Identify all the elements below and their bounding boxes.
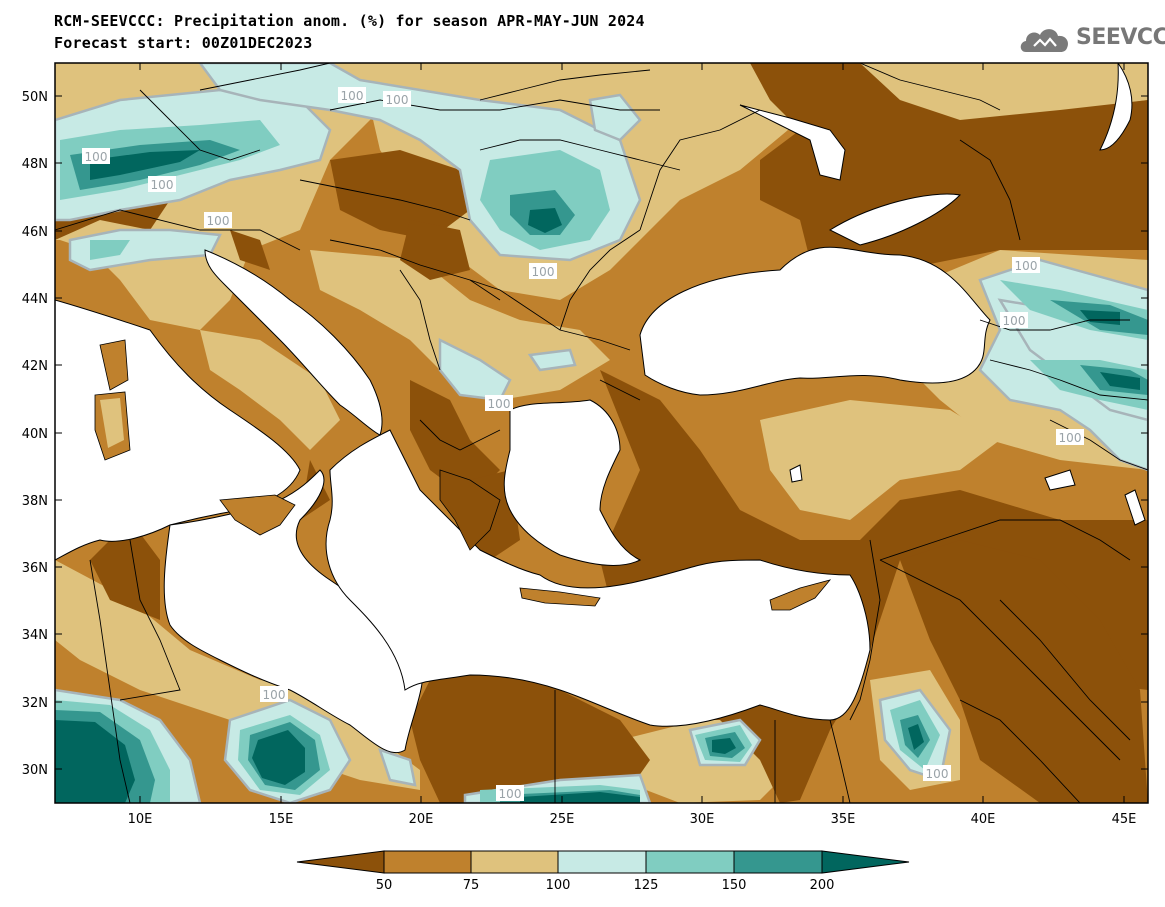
lat-label: 30N [22,763,48,778]
colorbar-label: 100 [546,878,571,893]
contour-label: 100 [383,91,411,107]
colorbar-label: 125 [634,878,659,893]
map-field [55,63,1148,803]
map-title: RCM-SEEVCCC: Precipitation anom. (%) for… [54,12,645,30]
svg-text:100: 100 [488,397,511,411]
contour-label: 100 [1000,312,1028,328]
lon-label: 45E [1112,812,1137,827]
lon-label: 40E [971,812,996,827]
anomaly-above-200 [55,150,1140,803]
lat-label: 44N [22,292,48,307]
svg-text:100: 100 [1059,431,1082,445]
lat-label: 32N [22,696,48,711]
lat-label: 36N [22,561,48,576]
lon-label: 35E [831,812,856,827]
svg-text:100: 100 [926,767,949,781]
contour-label: 100 [485,395,513,411]
colorbar-segment [557,850,647,874]
svg-text:100: 100 [263,688,286,702]
longitude-axis: 10E 15E 20E 25E 30E 35E 40E 45E [128,63,1137,827]
colorbar-label: 50 [376,878,393,893]
svg-text:100: 100 [341,89,364,103]
lat-label: 40N [22,427,48,442]
lon-label: 30E [690,812,715,827]
colorbar: 50 75 100 125 150 200 [296,850,910,893]
svg-text:100: 100 [499,787,522,801]
colorbar-segment [470,850,559,874]
svg-text:100: 100 [1003,314,1026,328]
cloud-logo-icon [1020,29,1068,52]
lon-label: 15E [269,812,294,827]
contour-label: 100 [529,263,557,279]
contour-label: 100 [82,148,110,164]
colorbar-arrow-right [821,850,910,874]
lat-label: 42N [22,359,48,374]
colorbar-segment [645,850,735,874]
lon-label: 25E [550,812,575,827]
svg-text:100: 100 [386,93,409,107]
colorbar-segment [383,850,472,874]
lat-label: 50N [22,90,48,105]
contour-label: 100 [204,212,232,228]
contour-label: 100 [1056,429,1084,445]
lat-label: 38N [22,494,48,509]
lon-label: 10E [128,812,153,827]
contour-label: 100 [338,87,366,103]
svg-text:100: 100 [532,265,555,279]
lat-label: 34N [22,628,48,643]
svg-text:100: 100 [1015,259,1038,273]
svg-text:100: 100 [85,150,108,164]
contour-label: 100 [496,785,524,801]
colorbar-label: 75 [463,878,480,893]
svg-text:100: 100 [151,178,174,192]
lon-label: 20E [409,812,434,827]
svg-text:100: 100 [207,214,230,228]
colorbar-segment [733,850,823,874]
logo-text: SEEVCCC [1076,25,1165,50]
seevccc-logo: SEEVCCC [1018,22,1165,58]
contour-label: 100 [923,765,951,781]
colorbar-label: 200 [810,878,835,893]
contour-label: 100 [148,176,176,192]
contour-label: 100 [260,686,288,702]
colorbar-label: 150 [722,878,747,893]
sea-areas [55,63,1146,754]
island-highlights [100,398,124,448]
lat-label: 48N [22,157,48,172]
contour-label: 100 [1012,257,1040,273]
lat-label: 46N [22,225,48,240]
forecast-start-label: Forecast start: 00Z01DEC2023 [54,34,313,52]
contour-labels: 100 100 100 100 100 100 100 100 100 100 100 100 100 [82,87,1084,801]
latitude-axis: 50N 48N 46N 44N 42N 40N 38N 36N 34N 32N 30N [22,90,1148,778]
colorbar-arrow-left [296,850,385,874]
